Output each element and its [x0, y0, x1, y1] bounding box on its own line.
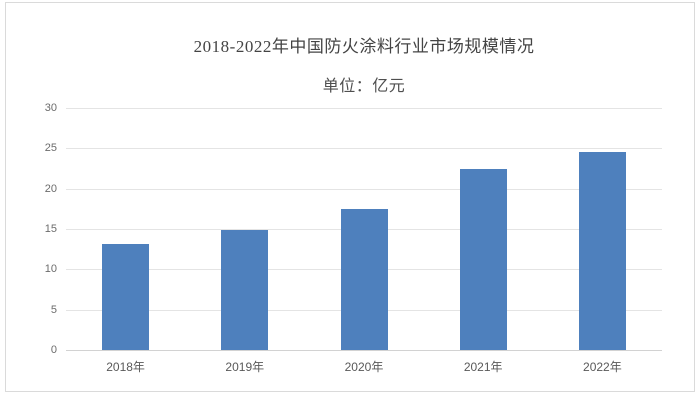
gridline — [66, 188, 662, 190]
gridline — [66, 148, 662, 150]
x-axis-line — [66, 350, 662, 351]
gridline — [66, 108, 662, 109]
y-tick-label: 5 — [50, 303, 57, 316]
plot-area — [66, 108, 662, 351]
y-tick-label: 30 — [44, 102, 57, 114]
x-category-label: 2021年 — [463, 360, 503, 374]
x-category-label: 2019年 — [225, 360, 265, 374]
chart-subtitle: 单位：亿元 — [322, 78, 406, 95]
x-category-label: 2022年 — [583, 360, 622, 374]
bar — [578, 151, 626, 350]
bar — [102, 243, 150, 350]
bar — [340, 208, 388, 350]
y-tick-label: 10 — [44, 263, 57, 276]
y-tick-label: 15 — [44, 223, 57, 235]
x-category-label: 2018年 — [106, 360, 145, 374]
y-tick-label: 25 — [44, 142, 57, 155]
y-tick-label: 20 — [44, 182, 57, 195]
bar — [459, 169, 507, 350]
bar — [221, 229, 269, 350]
x-category-label: 2020年 — [344, 360, 384, 374]
y-tick-label: 0 — [50, 344, 57, 356]
chart-title: 2018-2022年中国防火涂料行业市场规模情况 — [193, 37, 535, 56]
